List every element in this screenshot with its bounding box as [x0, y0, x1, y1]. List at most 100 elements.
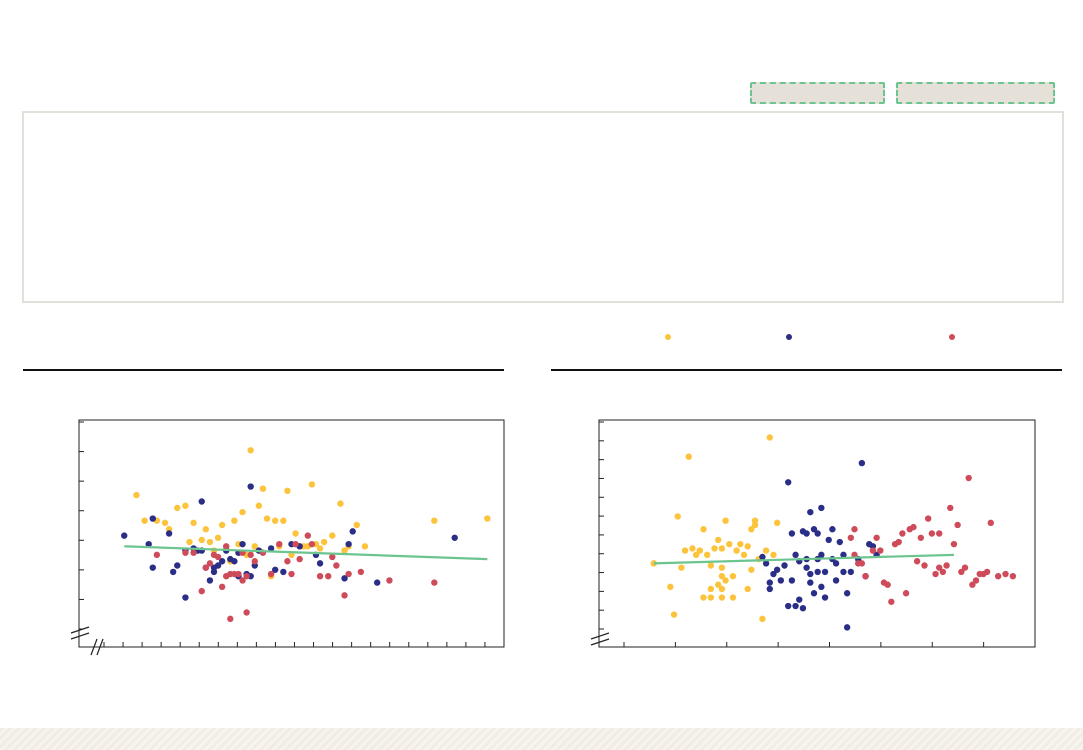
- data-point-series-2: [304, 532, 312, 539]
- data-point-series-1: [796, 596, 803, 603]
- data-point-series-0: [748, 566, 755, 573]
- data-point-series-0: [431, 517, 438, 524]
- data-point-series-0: [681, 547, 689, 554]
- data-point-series-0: [715, 581, 722, 588]
- toolbar-button-a[interactable]: [750, 82, 885, 104]
- data-point-series-2: [247, 551, 254, 559]
- data-point-series-1: [832, 560, 840, 567]
- data-point-series-0: [722, 577, 729, 584]
- data-point-series-0: [186, 538, 193, 546]
- data-point-series-1: [766, 585, 773, 593]
- data-point-series-1: [840, 568, 847, 576]
- data-point-series-0: [255, 502, 263, 509]
- data-point-series-1: [785, 602, 792, 610]
- data-point-series-0: [726, 540, 733, 548]
- data-point-series-2: [206, 560, 214, 567]
- axis-break-y: [70, 626, 90, 634]
- data-point-series-1: [165, 530, 173, 537]
- data-point-series-1: [762, 560, 770, 567]
- data-point-series-1: [810, 590, 818, 597]
- data-point-series-2: [223, 543, 230, 550]
- data-point-series-2: [965, 474, 972, 482]
- data-point-series-2: [202, 564, 210, 571]
- data-point-series-2: [961, 564, 969, 571]
- data-point-series-2: [954, 521, 961, 529]
- data-point-series-1: [451, 534, 458, 541]
- data-point-series-2: [858, 560, 866, 567]
- data-point-series-2: [928, 530, 936, 537]
- data-point-series-0: [133, 491, 140, 499]
- data-point-series-1: [766, 579, 773, 586]
- data-point-series-2: [983, 568, 991, 576]
- data-point-series-1: [247, 483, 254, 490]
- chart-legend: [0, 328, 1083, 346]
- data-point-series-1: [773, 566, 781, 573]
- data-point-series-2: [1002, 570, 1009, 578]
- data-point-series-0: [667, 583, 674, 591]
- data-point-series-2: [190, 549, 197, 556]
- data-point-series-0: [733, 547, 740, 554]
- data-point-series-2: [947, 504, 954, 512]
- data-point-series-0: [700, 526, 707, 533]
- data-point-series-0: [766, 434, 773, 441]
- data-point-series-0: [707, 594, 715, 601]
- data-point-series-2: [994, 572, 1002, 580]
- data-point-series-1: [149, 515, 156, 522]
- data-point-series-2: [939, 568, 947, 576]
- data-point-series-1: [814, 530, 821, 537]
- data-point-series-2: [895, 538, 902, 546]
- data-point-series-0: [292, 530, 299, 537]
- data-point-series-0: [218, 521, 226, 529]
- data-point-series-1: [810, 526, 818, 533]
- legend-dot-red: [949, 334, 955, 340]
- data-point-series-1: [840, 551, 847, 559]
- data-point-series-0: [271, 517, 279, 524]
- chart-left-rule: [23, 369, 504, 371]
- data-point-series-2: [873, 534, 880, 541]
- data-point-series-0: [740, 551, 748, 559]
- data-point-series-1: [373, 579, 381, 586]
- data-point-series-0: [263, 515, 271, 522]
- data-point-series-1: [832, 577, 840, 584]
- trend-line: [653, 553, 954, 565]
- data-point-series-2: [1009, 572, 1017, 580]
- data-point-series-0: [484, 515, 491, 522]
- data-point-series-1: [271, 566, 279, 573]
- data-point-series-1: [341, 575, 348, 582]
- data-point-series-0: [718, 585, 726, 593]
- data-point-series-0: [729, 594, 737, 601]
- data-point-series-0: [718, 545, 726, 552]
- trend-line: [124, 545, 488, 561]
- data-point-series-0: [341, 547, 348, 554]
- data-point-series-1: [836, 538, 843, 546]
- data-point-series-2: [972, 577, 980, 584]
- data-point-series-2: [214, 553, 222, 561]
- data-point-series-2: [227, 615, 234, 623]
- data-point-series-0: [308, 481, 316, 488]
- data-point-series-0: [770, 551, 777, 559]
- data-point-series-1: [349, 528, 356, 535]
- data-point-series-0: [707, 585, 715, 593]
- data-point-series-1: [169, 568, 177, 576]
- data-point-series-0: [198, 536, 205, 544]
- data-point-series-0: [320, 538, 328, 546]
- toolbar-button-b[interactable]: [896, 82, 1055, 104]
- data-point-series-0: [703, 551, 711, 559]
- data-point-series-0: [759, 615, 766, 623]
- data-point-series-2: [969, 581, 976, 588]
- data-point-series-1: [818, 583, 825, 591]
- data-point-series-2: [288, 570, 295, 578]
- data-point-series-1: [206, 577, 214, 584]
- chart-right-rule: [551, 369, 1062, 371]
- data-point-series-0: [214, 534, 222, 541]
- data-point-series-2: [917, 534, 925, 541]
- data-point-series-1: [818, 551, 825, 559]
- data-point-series-0: [353, 521, 360, 529]
- data-point-series-1: [759, 553, 766, 561]
- data-point-series-1: [847, 568, 855, 576]
- data-point-series-2: [308, 540, 316, 548]
- data-point-series-2: [847, 534, 855, 541]
- data-point-series-0: [715, 536, 722, 544]
- data-point-series-1: [807, 508, 814, 516]
